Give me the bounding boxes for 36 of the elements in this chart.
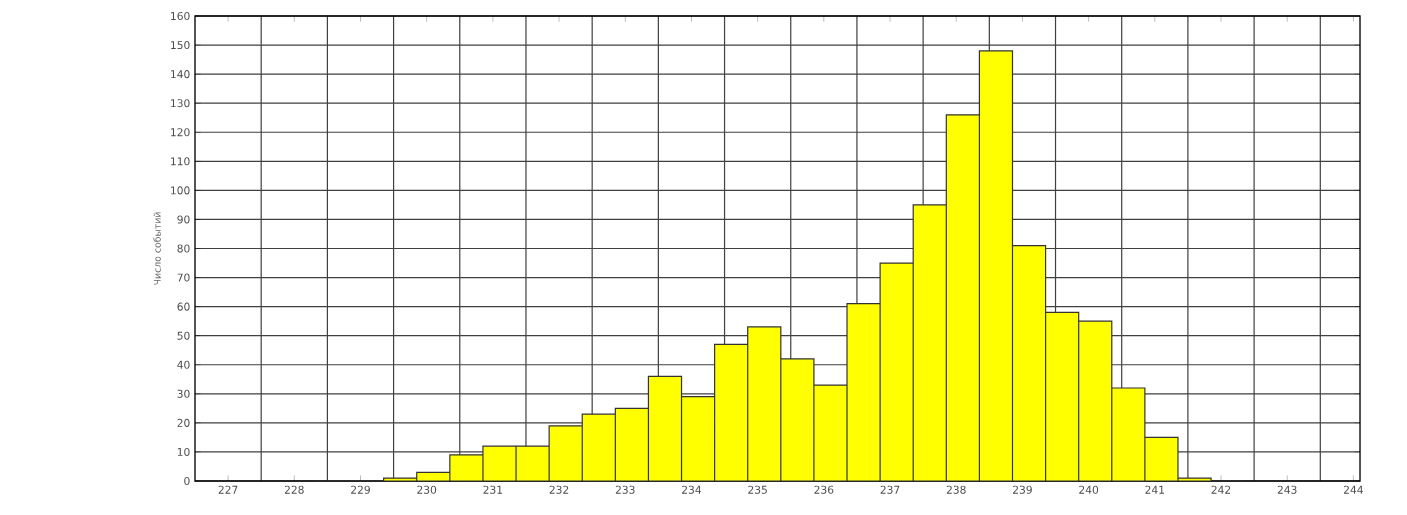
x-tick-label: 227	[218, 485, 238, 494]
x-tick-label: 240	[1079, 485, 1099, 494]
x-tick-label: 230	[417, 485, 437, 494]
y-tick-label: 50	[177, 331, 190, 340]
x-tick-label: 237	[880, 485, 900, 494]
y-tick-label: 160	[171, 11, 190, 21]
x-tick-label: 242	[1211, 485, 1231, 494]
y-tick-label: 150	[171, 41, 190, 50]
y-axis-title: Число событий	[153, 212, 161, 285]
x-tick-label: 238	[946, 485, 966, 494]
y-tick-label: 30	[177, 389, 190, 398]
x-tick-label: 241	[1145, 485, 1164, 494]
y-tick-label: 60	[177, 302, 190, 311]
x-tick-label: 232	[549, 485, 569, 494]
y-tick-label: 70	[177, 273, 190, 282]
y-tick-label: 140	[171, 70, 190, 79]
y-tick-label: 40	[177, 360, 190, 369]
x-tick-label: 234	[682, 485, 702, 494]
y-tick-label: 90	[177, 215, 190, 224]
x-tick-label: 235	[748, 485, 767, 494]
x-tick-label: 229	[351, 485, 370, 494]
x-tick-label: 228	[284, 485, 304, 494]
x-tick-label: 243	[1277, 485, 1297, 494]
y-tick-label: 100	[171, 186, 190, 195]
y-tick-label: 0	[184, 476, 190, 486]
x-tick-label: 236	[814, 485, 834, 494]
y-tick-label: 10	[177, 447, 190, 456]
y-tick-label: 120	[171, 128, 190, 137]
x-tick-label: 231	[483, 485, 503, 494]
x-tick-label: 244	[1343, 485, 1363, 494]
x-tick-label: 239	[1013, 485, 1032, 494]
y-tick-label: 20	[177, 418, 190, 427]
x-tick-label: 233	[615, 485, 635, 494]
y-tick-label: 110	[171, 157, 190, 166]
y-tick-label: 80	[177, 244, 190, 253]
y-tick-label: 130	[171, 99, 190, 108]
